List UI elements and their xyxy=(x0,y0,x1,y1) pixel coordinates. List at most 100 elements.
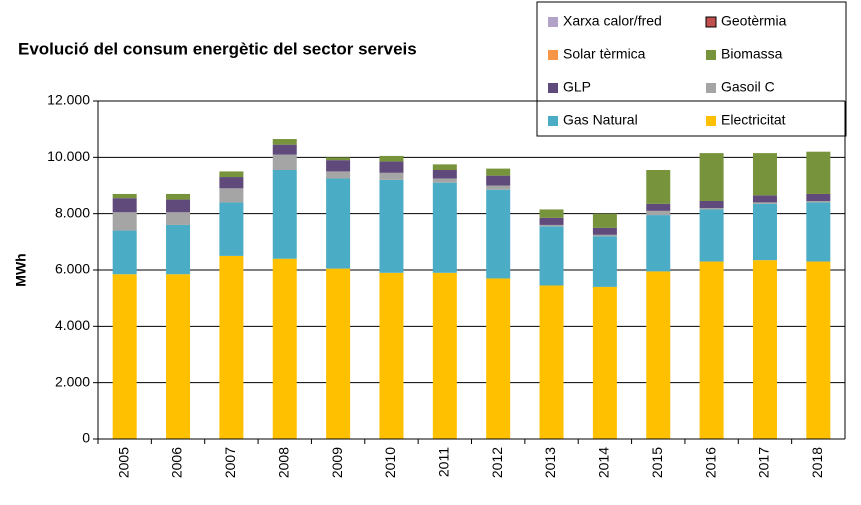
bar-segment xyxy=(272,144,297,155)
bar-segment xyxy=(166,274,191,439)
bar-segment xyxy=(272,258,297,439)
bar-segment xyxy=(432,272,457,439)
bar-segment xyxy=(752,153,777,196)
legend-label: Geotèrmia xyxy=(721,13,787,29)
bar-segment xyxy=(699,261,724,439)
legend-label: Electricitat xyxy=(721,112,786,128)
bar-segment xyxy=(112,230,137,275)
bar-segment xyxy=(432,164,457,171)
bar-segment xyxy=(432,170,457,179)
bar-segment xyxy=(166,199,191,213)
bar-segment xyxy=(646,271,671,439)
bar-segment xyxy=(699,200,724,209)
bar-segment xyxy=(752,195,777,203)
bar-segment xyxy=(752,203,777,261)
legend-label: Gas Natural xyxy=(563,112,638,128)
x-tick-label: 2011 xyxy=(436,447,452,477)
bar-segment xyxy=(219,171,244,178)
bar-segment xyxy=(486,175,511,186)
bar-segment xyxy=(219,202,244,256)
x-tick-label: 2010 xyxy=(382,447,398,478)
bar-segment xyxy=(752,202,777,204)
legend-swatch xyxy=(706,116,716,126)
bar-segment xyxy=(166,224,191,275)
bar-segment xyxy=(379,155,404,162)
x-tick-label: 2007 xyxy=(222,447,238,478)
bar-segment xyxy=(326,178,351,269)
bar-segment xyxy=(486,278,511,439)
bar-segment xyxy=(646,215,671,272)
x-tick-label: 2008 xyxy=(275,447,291,478)
y-tick-label: 10.000 xyxy=(47,148,90,164)
bar-segment xyxy=(166,193,191,200)
legend-label: Xarxa calor/fred xyxy=(563,13,662,29)
bar-segment xyxy=(539,224,564,227)
legend-label: Gasoil C xyxy=(721,79,775,95)
y-tick-label: 4.000 xyxy=(55,317,90,333)
bar-segment xyxy=(539,226,564,286)
bar-segment xyxy=(806,261,831,439)
y-tick-label: 8.000 xyxy=(55,204,90,220)
bar-segment xyxy=(379,179,404,273)
legend-swatch xyxy=(706,50,716,60)
bar-segment xyxy=(326,160,351,172)
x-tick-label: 2005 xyxy=(115,447,131,478)
legend-swatch xyxy=(548,50,558,60)
bar-segment xyxy=(379,172,404,180)
legend-swatch xyxy=(548,116,558,126)
bar-segment xyxy=(806,202,831,262)
bar-segment xyxy=(326,157,351,161)
legend-swatch xyxy=(548,17,558,27)
bar-segment xyxy=(646,210,671,216)
x-tick-label: 2009 xyxy=(329,447,345,478)
bar-segment xyxy=(592,227,617,235)
bar-segment xyxy=(326,268,351,439)
bar-segment xyxy=(539,285,564,439)
bar-segment xyxy=(326,171,351,179)
bar-segment xyxy=(486,168,511,176)
bar-segment xyxy=(539,217,564,225)
bar-segment xyxy=(646,203,671,211)
legend-label: Biomassa xyxy=(721,46,783,62)
bar-segment xyxy=(432,182,457,273)
bar-segment xyxy=(486,185,511,190)
bar-segment xyxy=(219,177,244,189)
y-tick-label: 2.000 xyxy=(55,373,90,389)
bar-segment xyxy=(752,260,777,439)
bar-segment xyxy=(592,286,617,439)
bar-segment xyxy=(112,274,137,439)
bar-segment xyxy=(112,212,137,231)
bar-segment xyxy=(272,139,297,145)
y-tick-label: 0 xyxy=(82,430,90,446)
bar-segment xyxy=(379,272,404,439)
bar-segment xyxy=(806,193,831,201)
x-tick-label: 2013 xyxy=(542,447,558,478)
bar-segment xyxy=(486,189,511,279)
bar-segment xyxy=(166,212,191,225)
y-tick-label: 6.000 xyxy=(55,261,90,277)
x-tick-label: 2016 xyxy=(702,447,718,478)
bar-segment xyxy=(699,209,724,262)
x-tick-label: 2014 xyxy=(596,447,612,478)
chart-title: Evolució del consum energètic del sector… xyxy=(18,39,417,58)
legend-label: GLP xyxy=(563,79,591,95)
bar-segment xyxy=(592,234,617,237)
legend-swatch xyxy=(706,83,716,93)
bar-segment xyxy=(112,193,137,199)
legend-swatch xyxy=(548,83,558,93)
legend-box xyxy=(536,1,847,137)
bar-segment xyxy=(592,236,617,287)
bar-segment xyxy=(112,198,137,213)
x-tick-label: 2012 xyxy=(489,447,505,478)
bar-segment xyxy=(806,200,831,203)
bar-segment xyxy=(432,178,457,183)
bar-segment xyxy=(219,255,244,439)
bar-segment xyxy=(699,208,724,210)
bar-segment xyxy=(219,188,244,203)
y-axis-label: MWh xyxy=(13,253,29,286)
x-tick-label: 2015 xyxy=(649,447,665,478)
legend-label: Solar tèrmica xyxy=(563,46,646,62)
bar-segment xyxy=(272,170,297,259)
x-tick-label: 2006 xyxy=(169,447,185,478)
